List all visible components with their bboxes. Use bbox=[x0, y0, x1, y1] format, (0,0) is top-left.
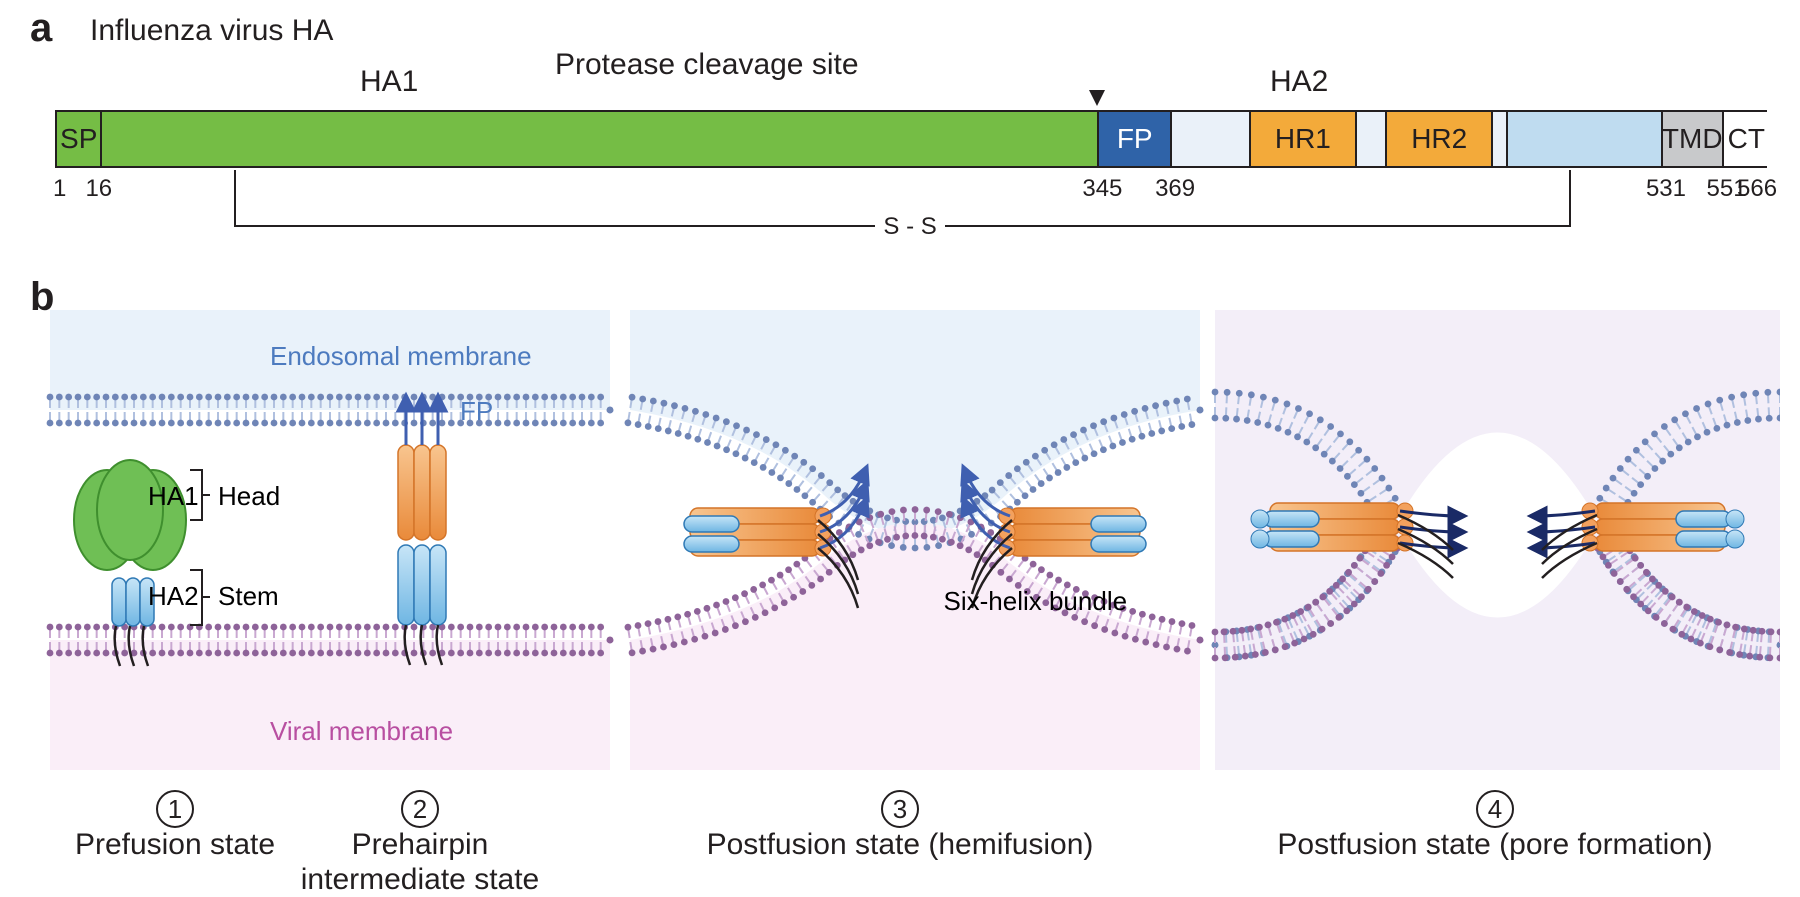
domain-sp: SP bbox=[57, 112, 102, 166]
label-ha2: HA2 bbox=[1270, 65, 1328, 99]
panel-b-diagram: Endosomal membrane Viral membrane HA1 HA2 He… bbox=[40, 310, 1780, 780]
stage4 bbox=[1212, 310, 1780, 770]
domain-label-sp: SP bbox=[60, 123, 97, 155]
domain-hr2: HR2 bbox=[1387, 112, 1493, 166]
stage-1-caption: Prefusion state bbox=[75, 828, 275, 861]
fp-label: FP bbox=[460, 396, 493, 426]
disulfide-label: S - S bbox=[875, 213, 944, 241]
domain-gap2 bbox=[1357, 112, 1387, 166]
stage-1-number: 1 bbox=[156, 790, 194, 828]
svg-text:HA2: HA2 bbox=[148, 581, 199, 611]
stage-2-caption: Prehairpinintermediate state bbox=[301, 828, 539, 896]
domain-fp: FP bbox=[1099, 112, 1172, 166]
panel-letter-a: a bbox=[30, 6, 52, 51]
domain-label-hr2: HR2 bbox=[1411, 123, 1467, 155]
prehairpin bbox=[398, 400, 446, 665]
stage12: Endosomal membrane Viral membrane HA1 HA2 He… bbox=[47, 310, 614, 770]
viral-label: Viral membrane bbox=[270, 716, 453, 746]
residue-tick: 16 bbox=[85, 175, 112, 203]
stage-3-number: 3 bbox=[881, 790, 919, 828]
domain-label-tmd: TMD bbox=[1662, 123, 1723, 155]
residue-tick: 566 bbox=[1737, 175, 1777, 203]
panel-a-title: Influenza virus HA bbox=[90, 14, 333, 48]
residue-tick: 1 bbox=[53, 175, 66, 203]
stage-4-caption: Postfusion state (pore formation) bbox=[1277, 828, 1712, 861]
domain-bar: SP FP HR1 HR2 TMDCT bbox=[55, 110, 1767, 168]
stage-2-number: 2 bbox=[401, 790, 439, 828]
residue-tick: 531 bbox=[1646, 175, 1686, 203]
six-helix-label: Six-helix bundle bbox=[944, 586, 1128, 616]
stage-1: 1 Prefusion state bbox=[60, 790, 290, 863]
label-cleavage: Protease cleavage site bbox=[555, 48, 859, 82]
stage-4: 4 Postfusion state (pore formation) bbox=[1215, 790, 1775, 863]
domain-hr1: HR1 bbox=[1251, 112, 1357, 166]
stage-2: 2 Prehairpinintermediate state bbox=[270, 790, 570, 897]
domain-label-hr1: HR1 bbox=[1275, 123, 1331, 155]
stem-label: Stem bbox=[218, 581, 279, 611]
domain-gap3 bbox=[1493, 112, 1508, 166]
endo-label: Endosomal membrane bbox=[270, 341, 532, 371]
stage-3-caption: Postfusion state (hemifusion) bbox=[707, 828, 1094, 861]
stage3: Six-helix bundle bbox=[625, 310, 1204, 770]
domain-tmd: TMD bbox=[1663, 112, 1724, 166]
domain-ha1body bbox=[102, 112, 1099, 166]
stage-4-number: 4 bbox=[1476, 790, 1514, 828]
domain-gap1 bbox=[1172, 112, 1251, 166]
domain-ext bbox=[1508, 112, 1663, 166]
cleavage-arrow-icon bbox=[1089, 90, 1105, 106]
domain-label-fp: FP bbox=[1117, 123, 1153, 155]
svg-text:HA1: HA1 bbox=[148, 481, 199, 511]
head-label: Head bbox=[218, 481, 280, 511]
stage-3: 3 Postfusion state (hemifusion) bbox=[620, 790, 1180, 863]
domain-label-ct: CT bbox=[1728, 123, 1765, 155]
domain-ct: CT bbox=[1724, 112, 1769, 166]
label-ha1: HA1 bbox=[360, 65, 418, 99]
